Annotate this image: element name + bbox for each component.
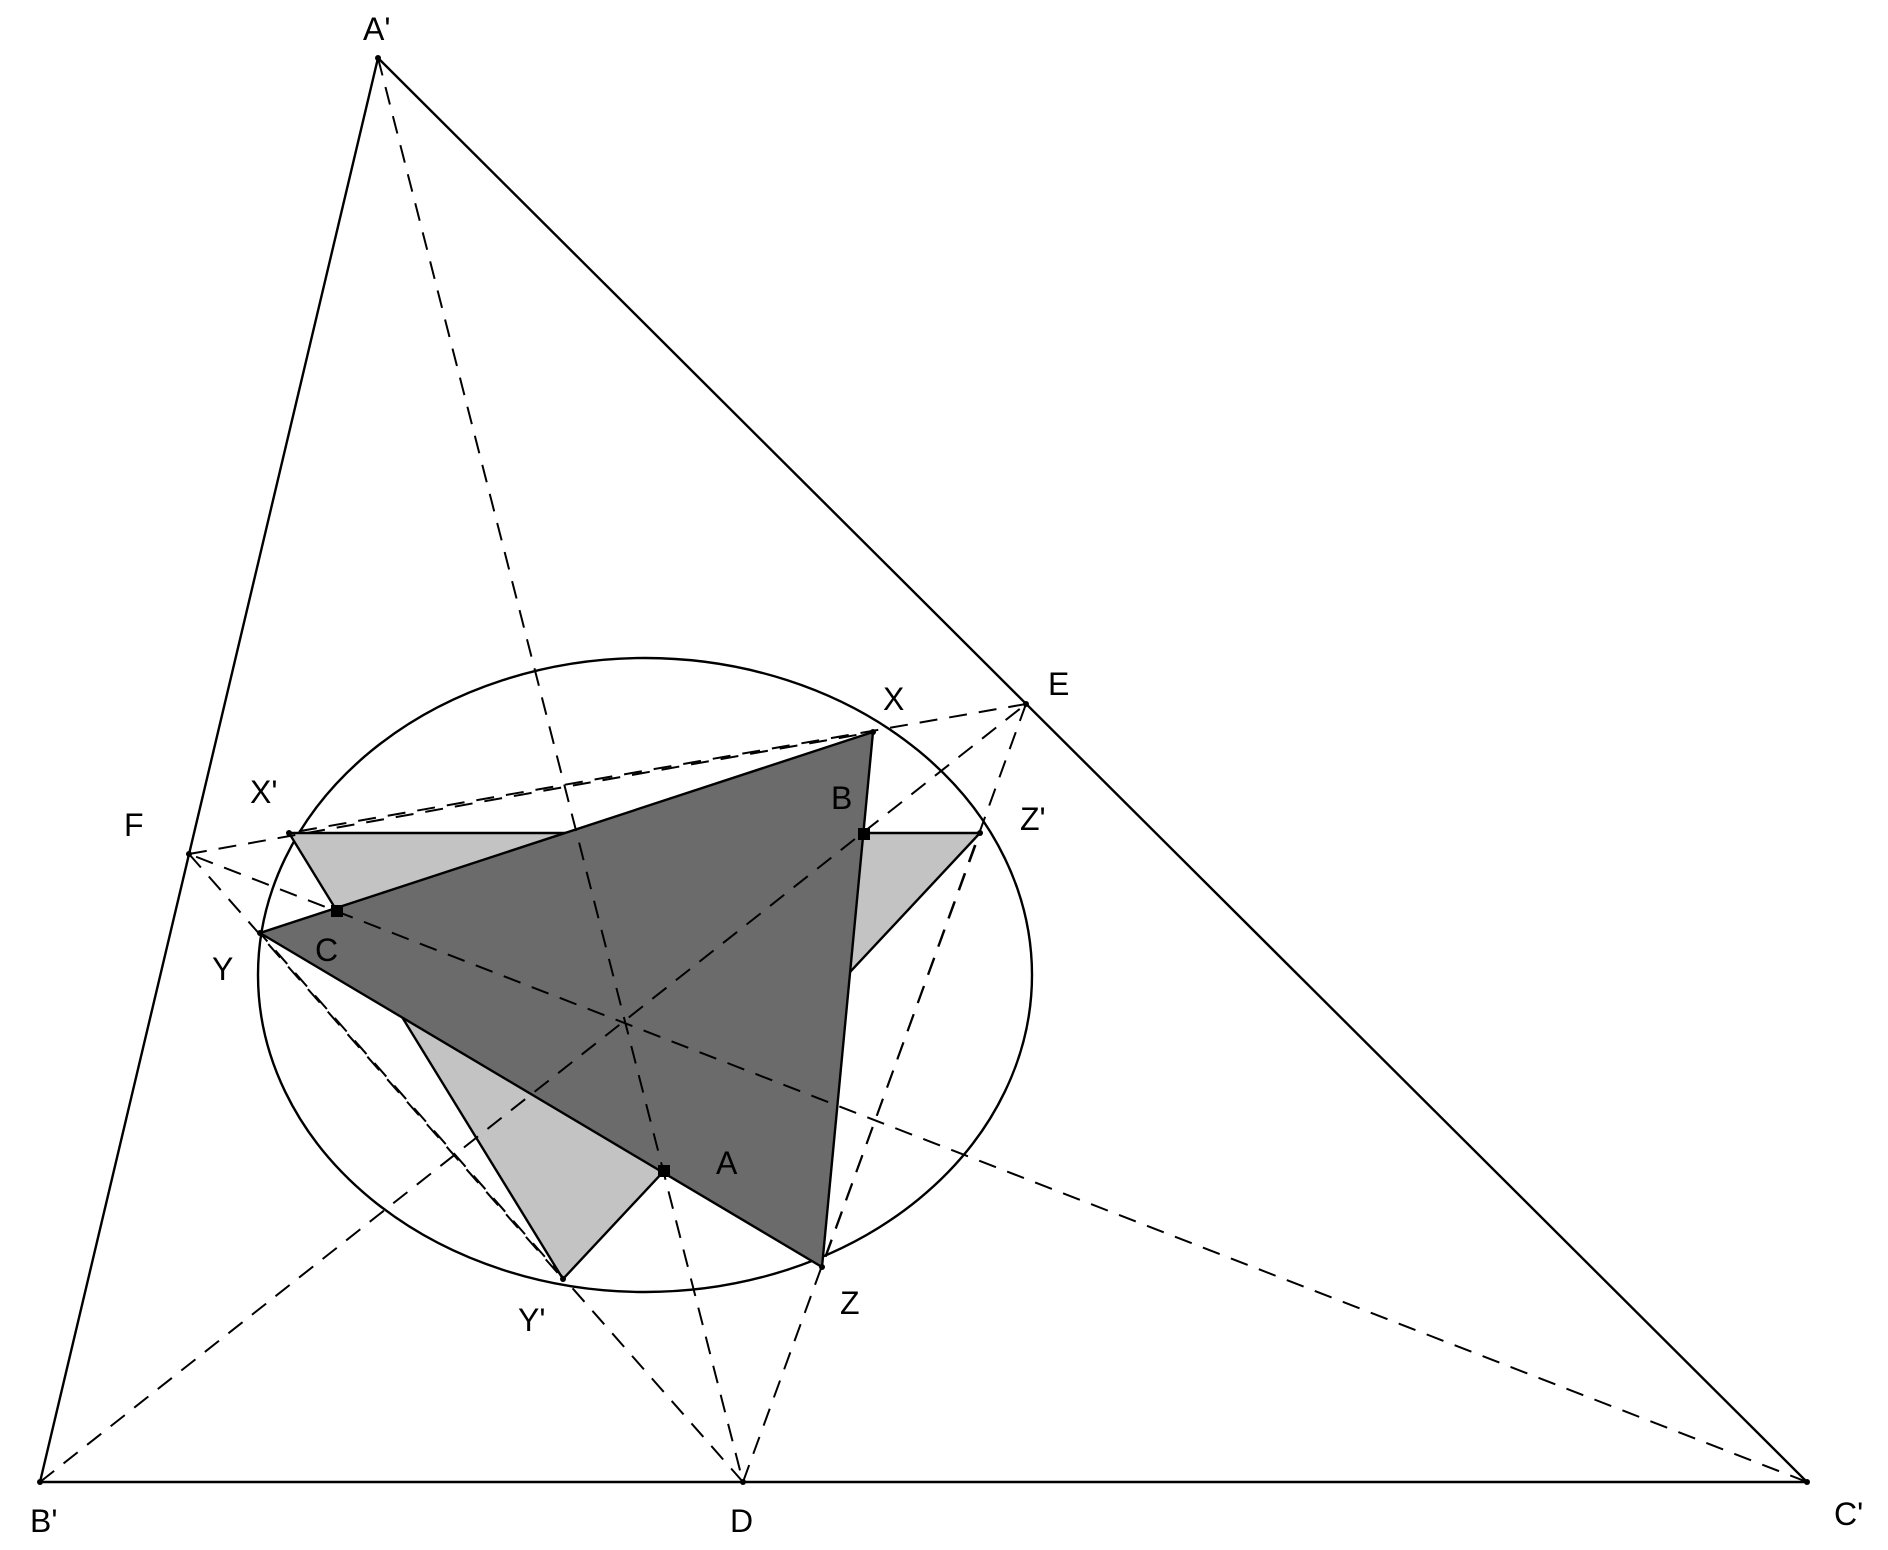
dashed-line-D-Y [259, 932, 744, 1483]
point-C [331, 905, 343, 917]
point-Z [819, 1264, 825, 1270]
dashed-line-E-Xp [288, 703, 1027, 834]
point-Y [257, 930, 263, 936]
circumscribed-ellipse [256, 656, 1034, 1294]
label-b-prime: B' [30, 1503, 57, 1539]
point-Yp [560, 1276, 566, 1282]
point-B [858, 828, 870, 840]
label-x: X [883, 681, 904, 717]
label-b: B [831, 780, 852, 816]
point-Ap [375, 55, 381, 61]
label-y: Y [212, 951, 233, 987]
label-c: C [315, 932, 338, 968]
point-Xp [286, 830, 292, 836]
dashed-line-Cp-F [188, 853, 1808, 1483]
label-z: Z [840, 1285, 860, 1321]
triangle-ap-bp-cp [38, 55, 1810, 1484]
point-E [1023, 701, 1029, 707]
label-d: D [730, 1503, 753, 1539]
label-c-prime: C' [1834, 1496, 1863, 1532]
label-e: E [1048, 666, 1069, 702]
point-D [740, 1479, 746, 1485]
label-a-prime: A' [363, 11, 390, 47]
dashed-line-F-Yp [188, 853, 564, 1280]
dashed-line-F-X [188, 731, 874, 855]
point-Cp [1804, 1479, 1810, 1485]
point-X [870, 729, 876, 735]
label-y-prime: Y' [518, 1302, 545, 1338]
label-a: A [716, 1145, 738, 1181]
point-F [186, 851, 192, 857]
point-A [658, 1165, 670, 1177]
dashed-line-Ap-D [377, 57, 744, 1483]
point-Zp [977, 830, 983, 836]
label-x-prime: X' [250, 774, 277, 810]
point-Bp [37, 1479, 43, 1485]
dashed-line-E-Z [821, 703, 1027, 1268]
label-f: F [124, 807, 144, 843]
label-z-prime: Z' [1020, 801, 1046, 837]
